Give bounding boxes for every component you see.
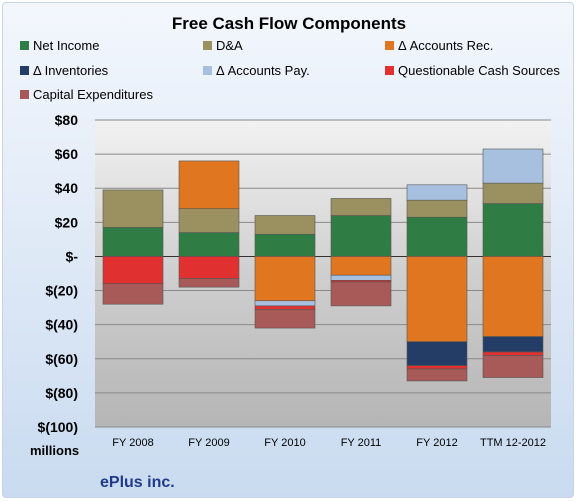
bar-segment bbox=[482, 336, 544, 353]
y-tick-label: $(40) bbox=[45, 317, 78, 333]
bar-segment bbox=[330, 215, 392, 257]
legend-label: Δ Inventories bbox=[33, 63, 109, 78]
bar-segment bbox=[482, 203, 544, 257]
legend-item: Net Income bbox=[20, 38, 99, 53]
legend-swatch bbox=[385, 66, 394, 75]
x-tick-label: FY 2010 bbox=[264, 437, 305, 449]
bar-segment bbox=[178, 208, 240, 233]
bar-segment bbox=[406, 341, 468, 366]
bar-segment bbox=[406, 216, 468, 257]
legend-label: Questionable Cash Sources bbox=[398, 63, 560, 78]
legend-item: Δ Accounts Pay. bbox=[203, 63, 310, 78]
y-tick-label: $20 bbox=[55, 214, 79, 230]
legend-item: Questionable Cash Sources bbox=[385, 63, 560, 78]
bar-segment bbox=[482, 256, 544, 337]
bar-segment bbox=[482, 182, 544, 204]
legend-swatch bbox=[20, 90, 29, 99]
legend-item: D&A bbox=[203, 38, 243, 53]
bar-segment bbox=[330, 274, 392, 281]
plot-area bbox=[95, 120, 551, 427]
bar-segment bbox=[482, 355, 544, 378]
y-tick-label: $80 bbox=[55, 112, 79, 128]
y-tick-label: $(100) bbox=[38, 419, 78, 435]
bar-segment bbox=[482, 148, 544, 184]
legend-swatch bbox=[385, 41, 394, 50]
x-tick-label: FY 2011 bbox=[341, 437, 382, 449]
x-axis-ticks: FY 2008 FY 2009 FY 2010 FY 2011 FY 2012 TTM 1… bbox=[112, 437, 546, 449]
bar-segment bbox=[178, 160, 240, 209]
bar-segment bbox=[178, 232, 240, 257]
legend-label: Δ Accounts Rec. bbox=[398, 38, 494, 53]
bar-segment bbox=[406, 365, 468, 370]
y-tick-label: $(20) bbox=[45, 283, 78, 299]
y-tick-label: $- bbox=[66, 248, 79, 264]
bar-segment bbox=[406, 199, 468, 218]
bar-segment bbox=[178, 278, 240, 288]
legend-item: Δ Inventories bbox=[20, 63, 108, 78]
legend-swatch bbox=[20, 66, 29, 75]
bar-segment bbox=[330, 198, 392, 216]
y-tick-label: $(60) bbox=[45, 351, 78, 367]
bar-segment bbox=[102, 189, 164, 228]
x-tick-label: FY 2009 bbox=[188, 437, 229, 449]
x-tick-label: FY 2012 bbox=[416, 437, 457, 449]
bar-segment bbox=[254, 215, 316, 235]
legend-swatch bbox=[203, 41, 212, 50]
legend-swatch bbox=[203, 66, 212, 75]
bar-segment bbox=[254, 233, 316, 257]
y-axis-ticks: $80 $60 $40 $20 $- $(20) $(40) $(60) $(80) $(100) bbox=[38, 112, 79, 435]
bar-segment bbox=[406, 256, 468, 343]
y-tick-label: $40 bbox=[55, 180, 79, 196]
chart-title: Free Cash Flow Components bbox=[171, 14, 407, 33]
legend-swatch bbox=[20, 41, 29, 50]
bar-segment bbox=[102, 283, 164, 305]
legend-label: Capital Expenditures bbox=[33, 87, 153, 102]
bar-segment bbox=[482, 351, 544, 356]
x-tick-label: FY 2008 bbox=[112, 437, 153, 449]
bar-segment bbox=[406, 184, 468, 201]
bar-segment bbox=[102, 227, 164, 257]
bar-segment bbox=[254, 256, 316, 302]
bar-segment bbox=[330, 281, 392, 307]
bar-segment bbox=[406, 368, 468, 382]
legend-label: Δ Accounts Pay. bbox=[216, 63, 310, 78]
gridlines bbox=[95, 119, 551, 428]
bar-segment bbox=[330, 256, 392, 276]
legend-label: D&A bbox=[216, 38, 243, 53]
units-label: millions bbox=[30, 443, 80, 458]
bar-segment bbox=[102, 256, 164, 285]
bar-segment bbox=[254, 309, 316, 329]
bars bbox=[102, 148, 544, 382]
legend-item: Δ Accounts Rec. bbox=[385, 38, 493, 53]
company-name: ePlus inc. bbox=[100, 474, 175, 491]
legend-label: Net Income bbox=[33, 38, 100, 53]
bar-segment bbox=[178, 256, 240, 279]
bar-segment bbox=[254, 305, 316, 310]
x-tick-label: TTM 12-2012 bbox=[480, 437, 546, 449]
y-tick-label: $(80) bbox=[45, 385, 78, 401]
bar-segment bbox=[254, 300, 316, 307]
y-tick-label: $60 bbox=[55, 146, 79, 162]
legend-item: Capital Expenditures bbox=[20, 87, 153, 102]
